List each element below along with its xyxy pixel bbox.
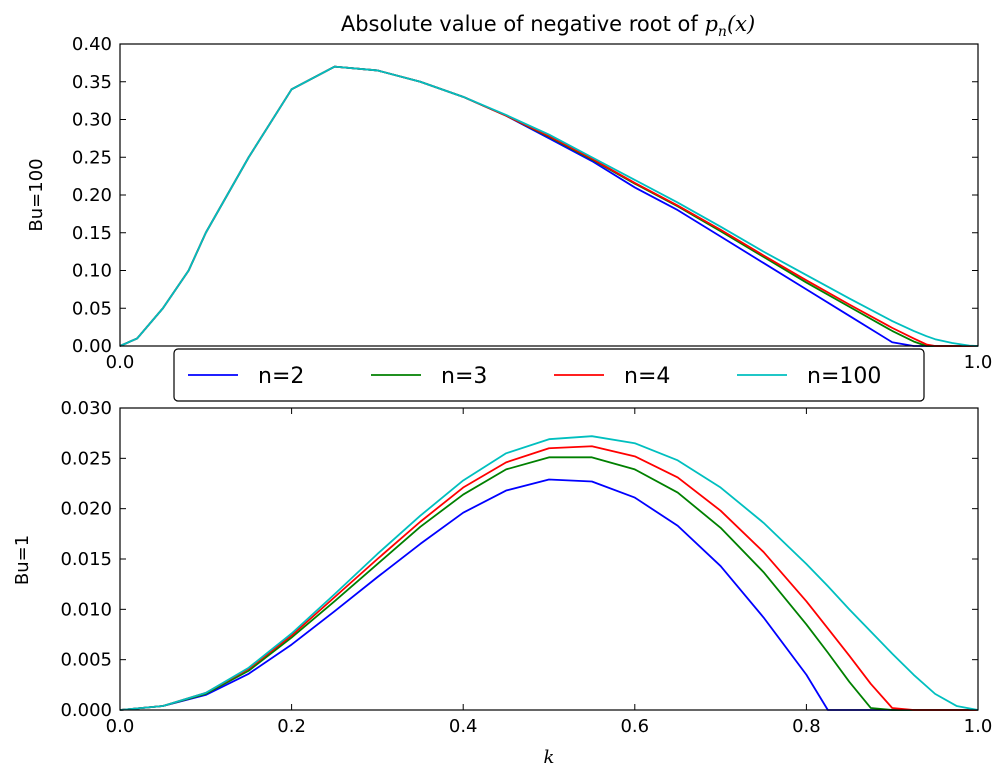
- top-y-tick-label: 0.30: [72, 110, 112, 131]
- bottom-y-tick-label: 0.005: [60, 650, 112, 671]
- bottom-y-axis-label: Bu=1: [12, 535, 33, 585]
- top-plot-area: [120, 44, 978, 346]
- bottom-plot-area: [120, 408, 978, 710]
- chart-title: Absolute value of negative root of pn(x): [341, 12, 755, 40]
- bottom-plot-ticks: 0.000 0.005 0.010 0.015 0.020 0.025 0.030 0.0 0.…: [60, 398, 992, 737]
- top-x-tick-label: 1.0: [964, 352, 993, 373]
- top-y-tick-label: 0.35: [72, 72, 112, 93]
- top-x-tick-label: 0.0: [106, 352, 135, 373]
- top-plot-ticks: 0.00 0.05 0.10 0.15 0.20 0.25 0.30 0.35 0.40 0.0 1…: [72, 34, 992, 373]
- bottom-x-tick-label: 0.8: [792, 716, 821, 737]
- top-y-tick-label: 0.25: [72, 147, 112, 168]
- bottom-y-tick-label: 0.015: [60, 549, 112, 570]
- chart-title-math-subscript: n: [718, 24, 727, 40]
- legend-box: [173, 348, 925, 402]
- top-series-line-n=100: [119, 65, 979, 347]
- chart-title-math: p: [704, 12, 717, 36]
- bottom-x-tick-label: 1.0: [964, 716, 993, 737]
- chart-title-text: Absolute value of negative root of: [341, 12, 705, 36]
- bottom-x-axis-label: k: [544, 747, 555, 768]
- top-plot-panel: 0.00 0.05 0.10 0.15 0.20 0.25 0.30 0.35 0.40 0.0 1…: [26, 34, 992, 373]
- bottom-y-tick-label: 0.000: [60, 700, 112, 721]
- bottom-x-tick-label: 0.6: [620, 716, 649, 737]
- bottom-y-tick-label: 0.010: [60, 599, 112, 620]
- top-y-tick-label: 0.20: [72, 185, 112, 206]
- bottom-x-tick-label: 0.0: [106, 716, 135, 737]
- bottom-series-line-n=100: [119, 435, 979, 711]
- bottom-y-tick-label: 0.030: [60, 398, 112, 419]
- legend-entries: n=2 n=3 n=4 n=100: [188, 364, 881, 389]
- bottom-series-line-n=4: [119, 445, 978, 711]
- top-y-tick-label: 0.15: [72, 223, 112, 244]
- bottom-plot-panel: 0.000 0.005 0.010 0.015 0.020 0.025 0.030 0.0 0.…: [12, 398, 992, 768]
- top-y-axis-label: Bu=100: [26, 158, 47, 231]
- bottom-x-tick-label: 0.4: [449, 716, 478, 737]
- legend-label-n=100: n=100: [807, 364, 881, 389]
- top-y-tick-label: 0.40: [72, 34, 112, 55]
- top-y-tick-label: 0.05: [72, 298, 112, 319]
- chart-title-math-suffix: (x): [727, 12, 755, 36]
- top-y-tick-label: 0.10: [72, 261, 112, 282]
- legend: n=2 n=3 n=4 n=100: [173, 348, 925, 402]
- legend-label-n=3: n=3: [441, 364, 487, 389]
- legend-label-n=2: n=2: [258, 364, 304, 389]
- top-y-tick-label: 0.00: [72, 336, 112, 357]
- bottom-x-tick-label: 0.2: [277, 716, 306, 737]
- bottom-y-tick-label: 0.020: [60, 499, 112, 520]
- bottom-y-tick-label: 0.025: [60, 448, 112, 469]
- legend-label-n=4: n=4: [624, 364, 670, 389]
